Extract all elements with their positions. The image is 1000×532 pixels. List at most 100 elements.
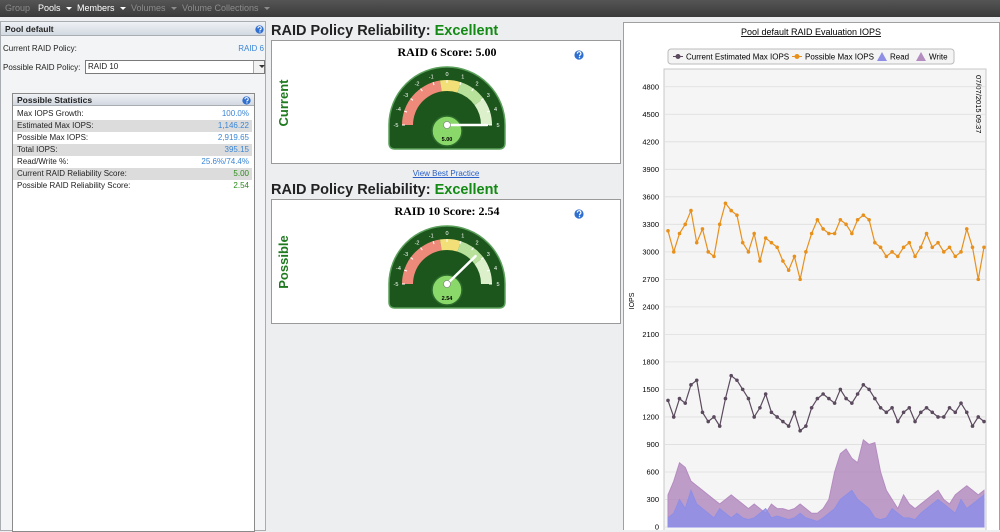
point [671,250,676,254]
stat-label: Current RAID Reliability Score: [17,169,127,178]
point [735,378,739,383]
gauge-needle [445,254,477,286]
help-glyph [257,26,262,31]
point [677,396,682,401]
help-glyph [576,210,582,216]
y-tick-label: 1200 [642,412,659,421]
menu-item[interactable]: Volumes [131,3,177,13]
y-tick-label: 4500 [642,110,659,119]
point [809,231,814,236]
side-label: Possible [276,235,291,288]
help-icon[interactable] [255,25,264,34]
point [717,424,722,428]
menu-item[interactable]: Group [5,3,31,13]
point [712,254,716,259]
heading-text: RAID Policy Reliability: [271,182,431,198]
menu-label[interactable]: Members [77,3,115,13]
point [735,213,739,217]
point [804,424,808,428]
menu-label[interactable]: Volumes [131,3,166,13]
point [907,405,912,410]
point [890,405,894,410]
gauge-tick-label: 2 [475,241,478,247]
point [861,383,866,387]
legend-label: Read [890,53,909,62]
menu-item[interactable]: Pools [38,3,72,13]
point [861,213,866,217]
caret [263,7,270,11]
point [786,268,791,272]
legend-marker [794,54,800,59]
stat-value: 100.0% [221,109,249,118]
panel-header: Pool default [1,22,265,36]
help-glyph [244,97,249,102]
gauge-tick-label: 0 [445,72,448,78]
point [896,419,900,424]
point [752,231,756,236]
gauge-band [457,241,484,265]
gauge-tick-label: -1 [429,233,434,239]
select-button[interactable] [253,61,265,73]
point [786,424,791,428]
gauge-title: RAID 6 Score: 5.00 [397,45,496,59]
point [821,227,825,231]
help-icon[interactable] [242,96,251,105]
caret [170,7,177,11]
gauge-tick [459,241,462,245]
chart-title: Pool default RAID Evaluation IOPS [741,27,881,37]
point [723,201,728,206]
help-icon[interactable] [574,50,584,60]
y-tick-label: 4800 [642,82,659,91]
gauge-band [439,239,461,252]
y-tick-label: 0 [655,523,659,531]
point [855,217,860,222]
gauge-box: RAID 10 Score: 2.54 Possible -5 -4 -3 -2 -1 0 1 2… [271,199,621,324]
point [964,410,969,415]
gauge-band [474,98,492,125]
heading-text: RAID Policy Reliability: [271,23,431,39]
point [890,250,894,254]
select-value[interactable]: RAID 10 [88,62,119,71]
point [712,415,716,419]
chart-panel: Pool default RAID Evaluation IOPS IOPS 0… [623,22,1000,532]
point [838,387,843,392]
best-practice-link[interactable]: View Best Practice [412,169,480,178]
legend-label: Current Estimated Max IOPS [686,53,789,62]
gauge-tick [432,241,435,245]
menu-item[interactable]: Members [77,3,126,13]
gauge-tick [471,88,474,92]
help-dot [259,31,261,33]
point [798,428,802,433]
legend-marker [877,52,887,61]
menu-label[interactable]: Volume Collections [182,3,259,13]
point [953,410,958,415]
point [804,250,808,254]
policy-select[interactable]: RAID 10 [85,60,265,74]
y-tick-label: 4200 [642,137,659,146]
menu-item[interactable]: Volume Collections [182,3,270,13]
point [740,240,745,245]
menu-label[interactable]: Pools [38,3,61,13]
gauge-tick-label: 3 [487,93,490,99]
gauge-band [402,80,442,125]
caret [65,7,72,11]
point [850,401,854,405]
gauge-band [439,80,461,93]
pool-panel: Pool default Current RAID Policy: RAID 6… [0,21,266,532]
gauge-tick-label: 1 [461,74,464,80]
gauge-tick-label: -5 [394,123,399,129]
point [689,208,693,213]
stat-label: Possible RAID Reliability Score: [17,181,131,190]
gauge-tick-label: 5 [496,282,499,288]
point [781,259,785,263]
y-tick-label: 3300 [642,220,659,229]
stat-row: Max IOPS Growth: 100.0% [13,108,252,120]
point [781,419,785,424]
point [953,254,958,259]
point [924,231,929,236]
gauge-tick [410,98,414,101]
stat-row: Possible RAID Reliability Score: 2.54 [13,180,252,192]
help-icon[interactable] [574,209,584,219]
field-value: RAID 6 [238,44,264,53]
point [752,415,756,419]
